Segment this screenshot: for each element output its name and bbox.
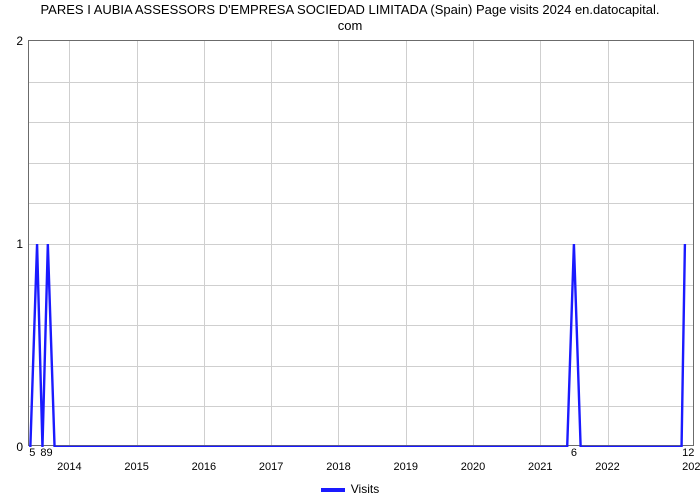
grid-line-h-minor: [29, 82, 693, 83]
x-tick-label: 2018: [326, 461, 350, 473]
grid-line-v: [69, 41, 70, 445]
grid-line-v: [338, 41, 339, 445]
grid-line-v: [406, 41, 407, 445]
x-tick-label: 2019: [393, 461, 417, 473]
x-tick-label: 2016: [192, 461, 216, 473]
grid-line-v: [204, 41, 205, 445]
x-tick-label: 2022: [595, 461, 619, 473]
data-label: 89: [40, 447, 52, 459]
grid-line-v: [473, 41, 474, 445]
legend: Visits: [0, 482, 700, 496]
grid-line-h-minor: [29, 203, 693, 204]
data-label: 12: [682, 447, 694, 459]
grid-line-h: [29, 244, 693, 245]
x-tick-label: 2014: [57, 461, 81, 473]
y-tick-label: 2: [16, 34, 23, 48]
x-tick-label: 202: [682, 461, 700, 473]
x-tick-label: 2015: [124, 461, 148, 473]
plot-area: 0122014201520162017201820192020202120222…: [28, 40, 694, 446]
x-tick-label: 2021: [528, 461, 552, 473]
grid-line-h-minor: [29, 285, 693, 286]
chart-container: PARES I AUBIA ASSESSORS D'EMPRESA SOCIED…: [0, 0, 700, 500]
grid-line-h-minor: [29, 325, 693, 326]
grid-line-h-minor: [29, 366, 693, 367]
plot-area-wrap: 0122014201520162017201820192020202120222…: [28, 40, 694, 446]
grid-line-v: [608, 41, 609, 445]
legend-label: Visits: [351, 482, 379, 496]
grid-line-v: [137, 41, 138, 445]
grid-line-h-minor: [29, 122, 693, 123]
y-tick-label: 1: [16, 237, 23, 251]
grid-line-h-minor: [29, 163, 693, 164]
grid-line-v: [540, 41, 541, 445]
grid-line-v: [271, 41, 272, 445]
data-label: 6: [571, 447, 577, 459]
data-label: 5: [29, 447, 35, 459]
chart-title-line1: PARES I AUBIA ASSESSORS D'EMPRESA SOCIED…: [40, 2, 659, 17]
grid-line-h-minor: [29, 406, 693, 407]
chart-title: PARES I AUBIA ASSESSORS D'EMPRESA SOCIED…: [0, 0, 700, 35]
y-tick-label: 0: [16, 440, 23, 454]
x-tick-label: 2020: [461, 461, 485, 473]
legend-swatch: [321, 488, 345, 492]
x-tick-label: 2017: [259, 461, 283, 473]
chart-title-line2: com: [338, 18, 363, 33]
series-line-visits: [30, 244, 685, 447]
